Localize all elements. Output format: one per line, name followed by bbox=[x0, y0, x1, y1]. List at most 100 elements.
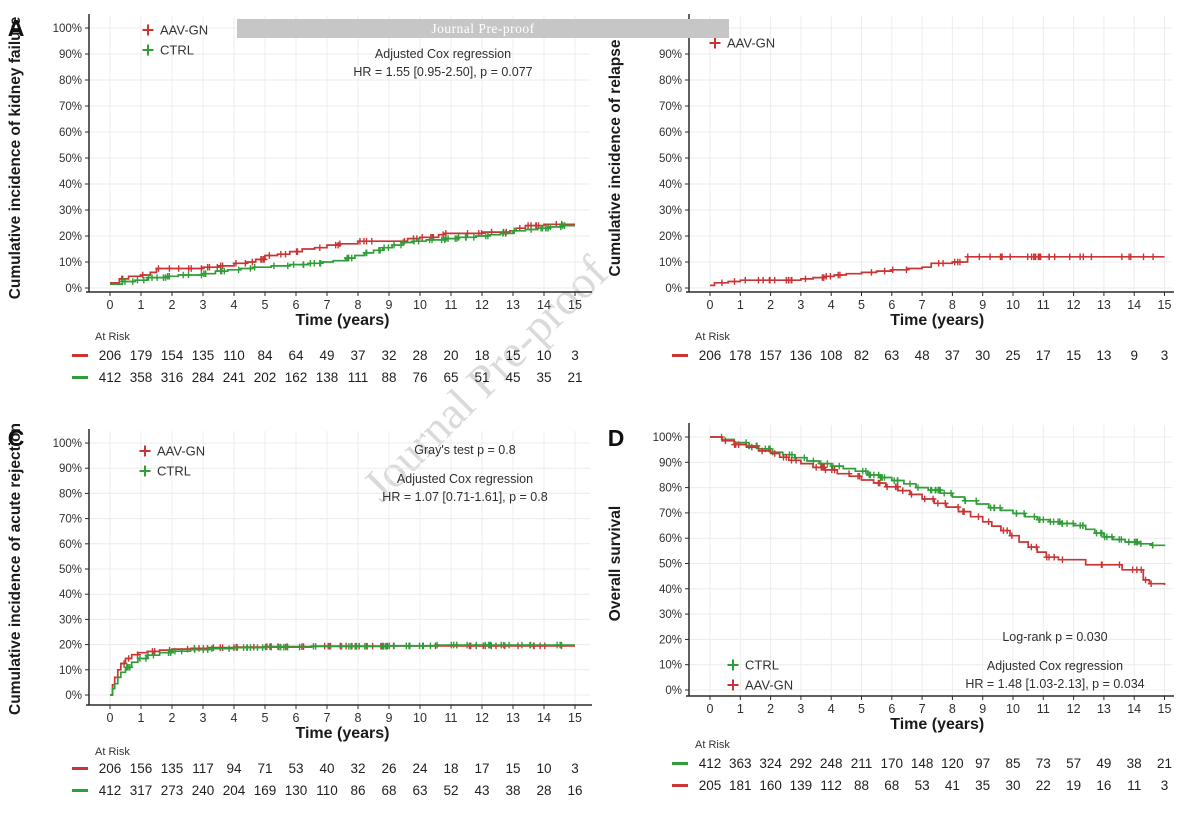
y-tick-label: 20% bbox=[659, 231, 682, 243]
at-risk-count: 17 bbox=[1036, 348, 1051, 363]
at-risk-count: 110 bbox=[223, 348, 245, 363]
y-tick-label: 80% bbox=[59, 488, 82, 500]
at-risk-count: 412 bbox=[99, 370, 122, 385]
at-risk-count: 170 bbox=[881, 756, 904, 771]
y-tick-label: 30% bbox=[659, 205, 682, 217]
curve-aav-gn bbox=[710, 255, 1165, 287]
x-tick-label: 11 bbox=[445, 711, 458, 725]
at-risk-count: 412 bbox=[699, 756, 722, 771]
at-risk-count: 138 bbox=[316, 370, 339, 385]
y-tick-label: 40% bbox=[659, 179, 682, 191]
at-risk-count: 21 bbox=[1157, 756, 1172, 771]
annotation-text: HR = 1.07 [0.71-1.61], p = 0.8 bbox=[382, 490, 547, 504]
y-tick-label: 90% bbox=[659, 457, 682, 469]
at-risk-count: 13 bbox=[1096, 348, 1111, 363]
at-risk-count: 57 bbox=[1066, 756, 1081, 771]
panel-c-acute-rejection-plot: 0%10%20%30%40%50%60%70%80%90%100%0 1 2 3 4 5 6… bbox=[7, 423, 592, 798]
y-tick-label: 100% bbox=[653, 432, 682, 444]
x-tick-label: 14 bbox=[537, 298, 551, 312]
x-tick-label: 4 bbox=[231, 711, 238, 725]
at-risk-count: 49 bbox=[1096, 756, 1111, 771]
annotation-text: HR = 1.48 [1.03-2.13], p = 0.034 bbox=[965, 677, 1144, 691]
x-tick-label: 13 bbox=[506, 711, 520, 725]
at-risk-count: 3 bbox=[1161, 778, 1169, 793]
at-risk-count: 120 bbox=[941, 756, 964, 771]
curve-aav-gn bbox=[710, 436, 1166, 585]
x-tick-label: 4 bbox=[828, 702, 835, 716]
x-tick-label: 15 bbox=[568, 711, 582, 725]
at-risk-count: 211 bbox=[851, 756, 873, 771]
x-tick-label: 0 bbox=[107, 711, 114, 725]
at-risk-count: 30 bbox=[975, 348, 990, 363]
at-risk-count: 21 bbox=[567, 370, 582, 385]
x-tick-label: 15 bbox=[1158, 702, 1172, 716]
at-risk-count: 3 bbox=[571, 348, 579, 363]
at-risk-count: 48 bbox=[915, 348, 930, 363]
legend-label: CTRL bbox=[157, 464, 191, 479]
curve-aav-gn bbox=[110, 645, 575, 696]
at-risk-count: 273 bbox=[161, 783, 184, 798]
y-tick-label: 0% bbox=[65, 690, 82, 702]
x-tick-label: 2 bbox=[169, 711, 176, 725]
x-tick-label: 0 bbox=[707, 298, 714, 312]
x-tick-label: 3 bbox=[200, 711, 207, 725]
at-risk-count: 15 bbox=[505, 348, 520, 363]
y-tick-label: 20% bbox=[659, 634, 682, 646]
x-tick-label: 5 bbox=[262, 711, 269, 725]
x-tick-label: 12 bbox=[475, 298, 489, 312]
at-risk-count: 64 bbox=[288, 348, 304, 363]
y-tick-label: 0% bbox=[665, 283, 682, 295]
at-risk-count: 40 bbox=[319, 761, 334, 776]
at-risk-count: 162 bbox=[285, 370, 308, 385]
y-tick-label: 40% bbox=[659, 584, 682, 596]
y-tick-label: 80% bbox=[659, 483, 682, 495]
x-tick-label: 14 bbox=[537, 711, 551, 725]
x-axis-title: Time (years) bbox=[890, 716, 984, 733]
y-tick-label: 80% bbox=[659, 75, 682, 87]
x-tick-label: 4 bbox=[828, 298, 835, 312]
panel-label: A bbox=[8, 15, 25, 41]
panel-a-kidney-failure-plot: 0%10%20%30%40%50%60%70%80%90%100%0 1 2 3 4 5 6… bbox=[7, 14, 592, 385]
x-tick-label: 5 bbox=[858, 298, 865, 312]
at-risk-count: 178 bbox=[729, 348, 752, 363]
at-risk-count: 316 bbox=[161, 370, 184, 385]
x-tick-label: 8 bbox=[355, 298, 362, 312]
at-risk-count: 240 bbox=[192, 783, 215, 798]
y-tick-label: 70% bbox=[659, 508, 682, 520]
at-risk-count: 63 bbox=[412, 783, 427, 798]
at-risk-count: 15 bbox=[505, 761, 520, 776]
y-axis-title: Cumulative incidence of relapse bbox=[607, 39, 624, 276]
at-risk-label: At Risk bbox=[695, 331, 730, 343]
at-risk-count: 135 bbox=[192, 348, 215, 363]
at-risk-count: 94 bbox=[226, 761, 242, 776]
x-tick-label: 7 bbox=[919, 298, 926, 312]
x-tick-label: 8 bbox=[355, 711, 362, 725]
at-risk-count: 76 bbox=[412, 370, 427, 385]
legend-label: CTRL bbox=[160, 43, 194, 58]
at-risk-count: 17 bbox=[474, 761, 489, 776]
x-tick-label: 10 bbox=[413, 711, 427, 725]
x-axis-title: Time (years) bbox=[296, 725, 390, 742]
y-tick-label: 90% bbox=[59, 49, 82, 61]
x-tick-label: 4 bbox=[231, 298, 238, 312]
x-tick-label: 3 bbox=[200, 298, 207, 312]
at-risk-count: 88 bbox=[854, 778, 869, 793]
at-risk-count: 86 bbox=[350, 783, 365, 798]
x-tick-label: 10 bbox=[1006, 298, 1020, 312]
at-risk-count: 135 bbox=[161, 761, 184, 776]
at-risk-count: 206 bbox=[99, 348, 122, 363]
x-tick-label: 9 bbox=[386, 711, 393, 725]
at-risk-count: 324 bbox=[759, 756, 782, 771]
at-risk-count: 130 bbox=[285, 783, 308, 798]
at-risk-count: 32 bbox=[350, 761, 365, 776]
at-risk-count: 11 bbox=[1127, 778, 1141, 793]
x-tick-label: 11 bbox=[445, 298, 458, 312]
x-tick-label: 12 bbox=[1067, 702, 1081, 716]
annotation-text: HR = 1.55 [0.95-2.50], p = 0.077 bbox=[353, 65, 532, 79]
y-tick-label: 60% bbox=[659, 127, 682, 139]
x-tick-label: 10 bbox=[413, 298, 427, 312]
at-risk-count: 248 bbox=[820, 756, 843, 771]
y-tick-label: 20% bbox=[59, 231, 82, 243]
x-tick-label: 15 bbox=[1158, 298, 1172, 312]
at-risk-count: 25 bbox=[1005, 348, 1020, 363]
